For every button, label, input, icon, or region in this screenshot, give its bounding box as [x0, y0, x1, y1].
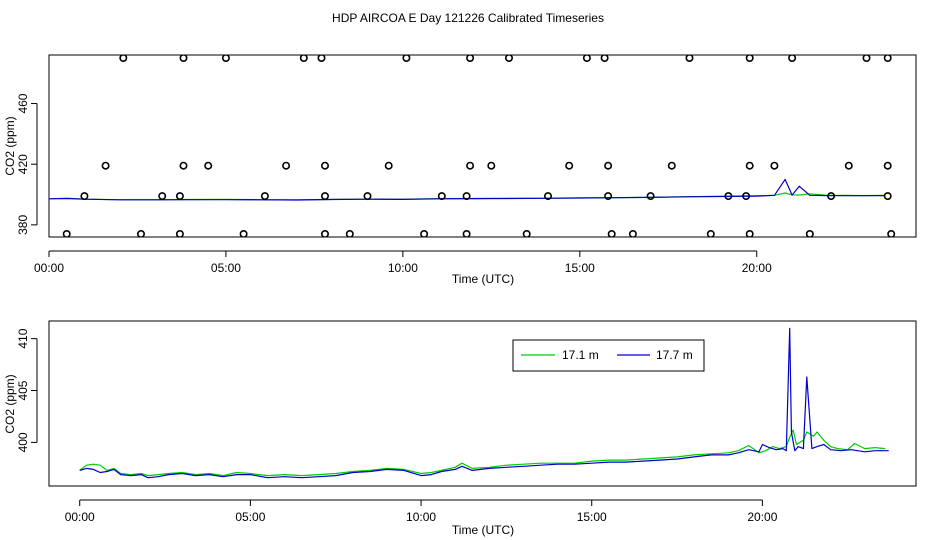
series-line-17-1m: [79, 429, 886, 477]
data-point: [62, 230, 71, 237]
data-point: [299, 55, 308, 62]
top-panel: 00:00 05:00 10:00 15:00 20:00 380 420 460 Time …: [3, 54, 917, 286]
data-point: [282, 161, 291, 170]
x-tick-label: 05:00: [211, 261, 241, 275]
data-point: [437, 192, 446, 201]
data-point: [827, 192, 836, 201]
x-tick-label: 20:00: [747, 510, 777, 524]
legend: 17.1 m 17.7 m: [512, 339, 705, 372]
data-point: [706, 230, 715, 237]
x-tick-label: 00:00: [65, 510, 95, 524]
y-tick-label: 410: [16, 328, 30, 348]
data-point: [320, 161, 329, 170]
plot-area: [49, 55, 896, 237]
data-point: [179, 55, 188, 62]
data-point: [745, 55, 754, 62]
x-tick-label: 05:00: [235, 510, 265, 524]
data-point: [402, 55, 411, 62]
data-point: [158, 192, 167, 201]
data-point: [462, 192, 471, 201]
data-point: [462, 230, 471, 237]
x-tick-label: 15:00: [565, 261, 595, 275]
series-line-17-7m: [79, 327, 889, 479]
data-point: [80, 192, 89, 201]
data-point: [384, 161, 393, 170]
bottom-plot-frame: [48, 320, 917, 487]
x-tick-label: 20:00: [742, 261, 772, 275]
data-point: [522, 230, 531, 237]
data-point: [204, 161, 213, 170]
data-point: [466, 55, 475, 62]
data-point: [805, 230, 814, 237]
chart-title: HDP AIRCOA E Day 121226 Calibrated Times…: [332, 11, 604, 25]
x-tick-label: 10:00: [406, 510, 436, 524]
data-point: [646, 192, 655, 201]
data-point: [685, 55, 694, 62]
data-point: [543, 192, 552, 201]
data-point: [363, 192, 372, 201]
data-point: [321, 230, 329, 237]
data-point: [179, 161, 188, 170]
data-point: [221, 55, 230, 62]
bottom-panel: 00:00 05:00 10:00 15:00 20:00 400 405 410 Time …: [3, 320, 917, 537]
x-tick-label: 00:00: [34, 261, 64, 275]
x-tick-label: 15:00: [577, 510, 607, 524]
top-axes: 00:00 05:00 10:00 15:00 20:00 380 420 460: [16, 93, 772, 275]
x-tick-label: 10:00: [388, 261, 418, 275]
data-point: [745, 230, 754, 237]
data-point: [745, 161, 754, 170]
y-tick-label: 405: [16, 380, 30, 400]
data-point: [119, 55, 128, 62]
data-point: [317, 55, 326, 62]
data-point: [345, 230, 354, 237]
data-point: [175, 230, 184, 237]
legend-label-17-1m: 17.1 m: [562, 348, 599, 362]
data-point: [883, 192, 892, 201]
data-point: [466, 161, 475, 170]
data-point: [844, 161, 853, 170]
data-point: [724, 192, 733, 201]
y-tick-label: 400: [16, 432, 30, 452]
bottom-y-axis-label: CO2 (ppm): [3, 374, 17, 433]
series-line-17-7m: [49, 178, 885, 201]
top-plot-frame: [48, 54, 917, 238]
data-point: [604, 192, 613, 201]
legend-label-17-7m: 17.7 m: [656, 348, 693, 362]
data-point: [582, 55, 591, 62]
data-point: [628, 230, 637, 237]
data-point: [260, 192, 269, 201]
y-tick-label: 460: [16, 93, 30, 113]
data-point: [883, 161, 892, 170]
data-point: [101, 161, 110, 170]
y-tick-label: 420: [16, 154, 30, 174]
data-point: [770, 161, 779, 170]
top-y-axis-label: CO2 (ppm): [3, 116, 17, 175]
data-point: [505, 55, 513, 62]
plot-area: [79, 327, 889, 479]
data-point: [420, 230, 429, 237]
data-point: [239, 230, 248, 237]
data-point: [565, 161, 574, 170]
top-x-axis-label: Time (UTC): [452, 272, 514, 286]
data-point: [667, 161, 676, 170]
data-point: [604, 161, 613, 170]
bottom-x-axis-label: Time (UTC): [452, 523, 514, 537]
data-point: [607, 230, 616, 237]
data-point: [137, 230, 145, 237]
data-point: [487, 161, 496, 170]
data-point: [788, 55, 797, 62]
y-tick-label: 380: [16, 215, 30, 235]
data-point: [883, 55, 892, 62]
data-point: [742, 192, 751, 201]
data-point: [887, 230, 896, 237]
data-point: [862, 55, 871, 62]
data-point: [175, 192, 184, 201]
data-point: [600, 55, 609, 62]
bottom-axes: 00:00 05:00 10:00 15:00 20:00 400 405 410: [16, 328, 778, 524]
data-point: [320, 192, 329, 201]
